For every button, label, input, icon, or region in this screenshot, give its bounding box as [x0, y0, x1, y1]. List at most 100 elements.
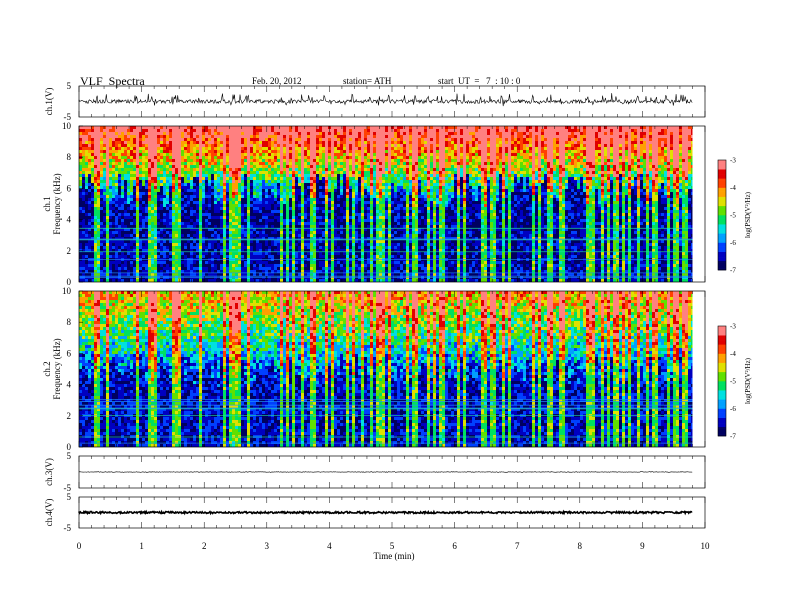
spectrogram-cell [331, 234, 334, 237]
spectrogram-cell [220, 141, 223, 144]
spectrogram-cell [208, 234, 211, 237]
spectrogram-cell [94, 150, 97, 153]
spectrogram-cell [283, 249, 286, 252]
spectrogram-cell [352, 126, 355, 129]
spectrogram-cell [115, 240, 118, 243]
spectrogram-cell [205, 261, 208, 264]
spectrogram-cell [352, 279, 355, 282]
spectrogram-cell [127, 198, 130, 201]
spectrogram-cell [187, 144, 190, 147]
spectrogram-cell [199, 222, 202, 225]
spectrogram-cell [271, 204, 274, 207]
spectrogram-cell [130, 165, 133, 168]
spectrogram-cell [235, 279, 238, 282]
spectrogram-cell [322, 255, 325, 258]
spectrogram-cell [337, 150, 340, 153]
spectrogram-cell [145, 171, 148, 174]
spectrogram-cell [154, 162, 157, 165]
spectrogram-cell [199, 213, 202, 216]
spectrogram-cell [301, 252, 304, 255]
spectrogram-cell [145, 159, 148, 162]
spectrogram-cell [139, 243, 142, 246]
spectrogram-cell [355, 279, 358, 282]
spectrogram-cell [187, 243, 190, 246]
spectrogram-cell [91, 267, 94, 270]
spectrogram-cell [361, 240, 364, 243]
spectrogram-cell [121, 132, 124, 135]
spectrogram-cell [295, 162, 298, 165]
spectrogram-cell [118, 168, 121, 171]
spectrogram-cell [328, 210, 331, 213]
spectrogram-cell [220, 171, 223, 174]
spectrogram-cell [211, 246, 214, 249]
spectrogram-cell [313, 219, 316, 222]
spectrogram-cell [211, 159, 214, 162]
spectrogram-cell [313, 174, 316, 177]
spectrogram-cell [352, 228, 355, 231]
spectrogram-cell [103, 249, 106, 252]
spectrogram-cell [184, 255, 187, 258]
spectrogram-cell [343, 237, 346, 240]
spectrogram-cell [82, 222, 85, 225]
spectrogram-cell [94, 255, 97, 258]
spectrogram-cell [250, 186, 253, 189]
spectrogram-cell [292, 186, 295, 189]
spectrogram-cell [364, 234, 367, 237]
spectrogram-cell [298, 201, 301, 204]
spectrogram-cell [154, 126, 157, 129]
spectrogram-cell [223, 132, 226, 135]
spectrogram-cell [148, 210, 151, 213]
spectrogram-cell [232, 246, 235, 249]
spectrogram-cell [205, 225, 208, 228]
spectrogram-cell [148, 150, 151, 153]
spectrogram-cell [133, 252, 136, 255]
spectrogram-cell [175, 153, 178, 156]
spectrogram-cell [157, 198, 160, 201]
spectrogram-cell [319, 162, 322, 165]
spectrogram-cell [214, 216, 217, 219]
spectrogram-cell [361, 186, 364, 189]
spectrogram-cell [355, 237, 358, 240]
spectrogram-cell [310, 177, 313, 180]
spectrogram-cell [283, 219, 286, 222]
spectrogram-cell [124, 219, 127, 222]
spectrogram-cell [307, 186, 310, 189]
spectrogram-cell [121, 195, 124, 198]
spectrogram-cell [313, 192, 316, 195]
spectrogram-cell [277, 138, 280, 141]
spectrogram-cell [247, 138, 250, 141]
spectrogram-cell [295, 144, 298, 147]
spectrogram-cell [283, 270, 286, 273]
spectrogram-cell [310, 147, 313, 150]
spectrogram-cell [166, 189, 169, 192]
spectrogram-cell [241, 177, 244, 180]
spectrogram-cell [331, 198, 334, 201]
spectrogram-cell [349, 153, 352, 156]
spectrogram-cell [307, 231, 310, 234]
spectrogram-cell [223, 177, 226, 180]
spectrogram-cell [286, 273, 289, 276]
spectrogram-cell [160, 231, 163, 234]
spectrogram-cell [355, 210, 358, 213]
spectrogram-cell [238, 216, 241, 219]
spectrogram-cell [157, 222, 160, 225]
spectrogram-cell [157, 150, 160, 153]
spectrogram-cell [124, 177, 127, 180]
spectrogram-cell [292, 162, 295, 165]
spectrogram-cell [271, 144, 274, 147]
spectrogram-cell [127, 147, 130, 150]
spectrogram-cell [88, 144, 91, 147]
spectrogram-cell [301, 273, 304, 276]
spectrogram-cell [199, 267, 202, 270]
spectrogram-cell [334, 252, 337, 255]
spectrogram-cell [160, 126, 163, 129]
spectrogram-cell [190, 195, 193, 198]
spectrogram-cell [148, 165, 151, 168]
spectrogram-cell [223, 183, 226, 186]
spectrogram-cell [358, 198, 361, 201]
spectrogram-cell [301, 189, 304, 192]
spectrogram-cell [226, 240, 229, 243]
spectrogram-cell [121, 186, 124, 189]
spectrogram-cell [220, 204, 223, 207]
spectrogram-cell [121, 213, 124, 216]
